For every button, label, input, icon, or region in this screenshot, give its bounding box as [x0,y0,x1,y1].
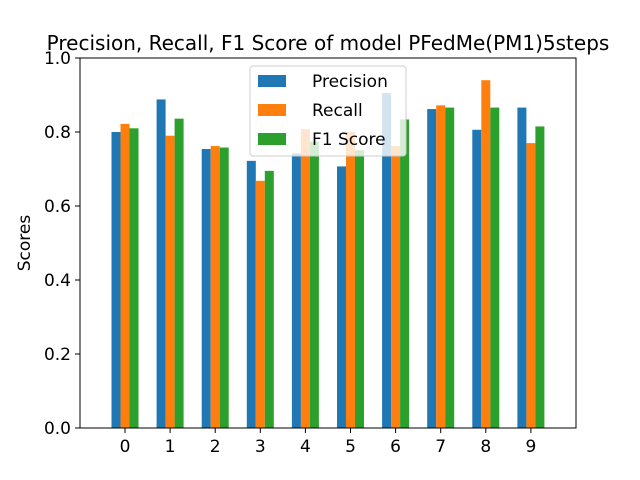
y-axis: 0.0 0.2 0.4 0.6 0.8 1.0 [44,49,80,439]
bar-recall-7 [436,105,446,429]
y-tick-label: 0.8 [44,123,71,143]
bar-recall-3 [255,180,265,428]
bar-recall-1 [165,135,175,428]
y-tick-label: 1.0 [44,49,71,69]
y-tick-label: 0.4 [44,271,71,291]
bars-group [111,80,545,429]
x-tick-label: 8 [480,437,491,457]
bar-f1-score-8 [490,107,500,428]
x-tick-label: 5 [345,437,356,457]
bar-recall-5 [346,132,355,428]
bar-precision-7 [427,109,437,428]
bar-f1-score-4 [309,141,319,428]
y-tick-label: 0.0 [44,419,71,439]
bar-f1-score-9 [535,126,545,428]
legend-box [249,65,407,157]
x-tick-label: 6 [390,437,401,457]
bar-f1-score-1 [174,118,184,429]
bar-recall-4 [300,129,310,429]
bar-f1-score-2 [219,147,229,429]
legend-label: Precision [312,72,388,92]
bar-precision-3 [246,160,256,429]
bar-recall-9 [526,143,536,428]
y-tick-label: 0.2 [44,345,71,365]
bar-recall-6 [391,146,401,428]
bar-precision-0 [111,132,121,428]
bar-precision-4 [291,153,301,428]
chart-title: Precision, Recall, F1 Score of model PFe… [47,31,610,55]
bar-precision-6 [382,93,392,429]
bar-precision-9 [517,107,527,428]
bar-precision-1 [156,99,166,428]
bar-f1-score-7 [445,107,455,428]
bar-f1-score-6 [400,119,410,429]
x-tick-label: 9 [525,437,536,457]
legend-swatch [258,75,286,87]
bar-recall-2 [210,146,220,428]
bar-precision-8 [472,129,482,428]
legend-label: Recall [312,101,363,121]
y-axis-label: Scores [15,215,35,272]
bar-f1-score-0 [129,128,139,429]
legend-label: F1 Score [312,130,386,150]
bar-recall-0 [120,123,130,429]
x-tick-label: 7 [435,437,446,457]
x-tick-label: 2 [210,437,221,457]
x-tick-label: 0 [120,437,131,457]
x-tick-label: 1 [165,437,176,457]
bar-f1-score-5 [355,150,364,428]
legend: Precision Recall F1 Score [249,65,407,157]
bar-precision-2 [201,149,211,428]
bar-precision-5 [337,166,346,428]
bar-f1-score-3 [264,170,274,428]
legend-swatch [258,133,286,145]
x-axis: 0 1 2 3 4 5 6 7 8 9 [120,428,536,457]
bar-recall-8 [481,80,491,428]
x-tick-label: 4 [300,437,311,457]
legend-swatch [258,104,286,116]
plot-frame [79,57,577,429]
x-tick-label: 3 [255,437,266,457]
y-tick-label: 0.6 [44,197,71,217]
